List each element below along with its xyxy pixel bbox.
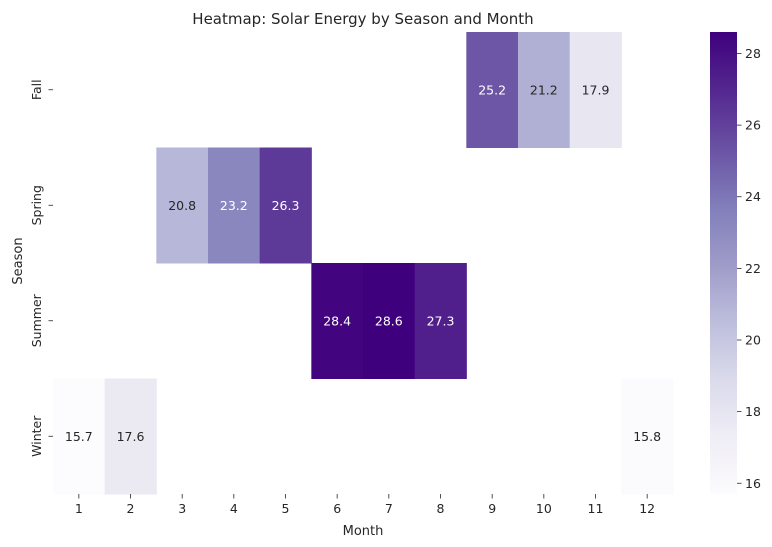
heatmap-cell-winter-12 bbox=[621, 378, 674, 495]
cell-value-label: 26.3 bbox=[272, 198, 300, 213]
heatmap-cell-summer-8 bbox=[414, 263, 467, 379]
x-tick-label: 1 bbox=[75, 501, 83, 516]
colorbar-tick-label: 20 bbox=[745, 333, 761, 348]
cell-value-label: 15.8 bbox=[633, 429, 661, 444]
heatmap-cell-winter-1 bbox=[53, 378, 106, 495]
y-axis-label: Season bbox=[11, 237, 26, 284]
x-tick-label: 10 bbox=[536, 501, 552, 516]
cell-value-label: 20.8 bbox=[168, 198, 196, 213]
x-tick-label: 6 bbox=[333, 501, 341, 516]
colorbar-tick-label: 22 bbox=[745, 261, 761, 276]
heatmap-cell-spring-5 bbox=[259, 147, 312, 264]
x-tick-label: 12 bbox=[639, 501, 655, 516]
x-tick-label: 4 bbox=[230, 501, 238, 516]
colorbar-tick-label: 28 bbox=[745, 46, 761, 61]
x-tick-label: 3 bbox=[178, 501, 186, 516]
x-tick-label: 11 bbox=[588, 501, 604, 516]
cell-value-label: 28.4 bbox=[323, 313, 351, 328]
heatmap-cell-winter-2 bbox=[104, 378, 157, 495]
y-tick-label: Summer bbox=[29, 293, 44, 347]
x-tick-label: 2 bbox=[127, 501, 135, 516]
heatmap-cell-fall-10 bbox=[518, 32, 571, 148]
heatmap-cell-fall-9 bbox=[466, 32, 519, 148]
y-tick-label: Winter bbox=[29, 415, 44, 457]
cell-value-label: 25.2 bbox=[478, 82, 506, 97]
colorbar-tick-label: 24 bbox=[745, 189, 761, 204]
y-tick-label: Fall bbox=[29, 79, 44, 100]
chart-title: Heatmap: Solar Energy by Season and Mont… bbox=[192, 10, 533, 28]
colorbar-tick-label: 16 bbox=[745, 476, 761, 491]
colorbar-tick-label: 18 bbox=[745, 404, 761, 419]
cell-value-label: 23.2 bbox=[220, 198, 248, 213]
x-tick-label: 7 bbox=[385, 501, 393, 516]
cell-value-label: 27.3 bbox=[427, 313, 455, 328]
colorbar bbox=[710, 32, 737, 494]
cell-value-label: 15.7 bbox=[65, 429, 93, 444]
heatmap-cell-summer-7 bbox=[363, 263, 416, 379]
x-tick-label: 8 bbox=[437, 501, 445, 516]
x-axis-label: Month bbox=[343, 524, 384, 539]
x-tick-label: 5 bbox=[282, 501, 290, 516]
x-tick-label: 9 bbox=[488, 501, 496, 516]
y-tick-label: Spring bbox=[29, 185, 44, 225]
colorbar-tick-label: 26 bbox=[745, 118, 761, 133]
cell-value-label: 17.9 bbox=[582, 82, 610, 97]
heatmap-cell-summer-6 bbox=[311, 263, 364, 379]
cell-value-label: 17.6 bbox=[117, 429, 145, 444]
cell-value-label: 21.2 bbox=[530, 82, 558, 97]
heatmap-cell-spring-3 bbox=[156, 147, 209, 264]
heatmap-cell-spring-4 bbox=[208, 147, 261, 264]
heatmap-cell-fall-11 bbox=[569, 32, 622, 148]
cell-value-label: 28.6 bbox=[375, 313, 403, 328]
